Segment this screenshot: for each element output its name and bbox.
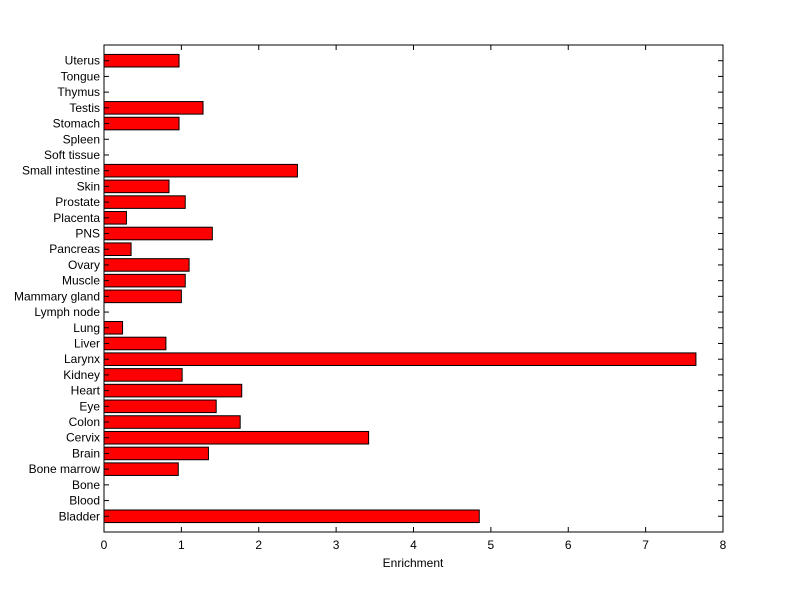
y-tick-label: Lung — [73, 321, 100, 335]
y-tick-label: Muscle — [62, 274, 100, 288]
bar-pns — [103, 226, 213, 241]
y-tick-label: Lymph node — [34, 305, 100, 319]
bar-cervix — [103, 430, 370, 445]
bar-bone-marrow — [103, 462, 179, 476]
y-tick-label: Placenta — [53, 211, 100, 225]
y-tick-label: Bone marrow — [29, 462, 101, 476]
y-tick-label: Tongue — [61, 69, 101, 83]
axes-frame — [103, 44, 724, 533]
y-tick-label: Eye — [79, 399, 100, 413]
y-tick-label: Mammary gland — [14, 289, 100, 303]
ticks-group — [103, 45, 724, 532]
x-tick-label: 8 — [720, 538, 727, 552]
y-tick-label: Prostate — [55, 195, 100, 209]
y-tick-label: PNS — [75, 227, 100, 241]
bar-larynx — [103, 352, 697, 366]
y-tick-label: Bone — [72, 478, 100, 492]
y-tick-label: Uterus — [65, 54, 100, 68]
bar-ovary — [103, 258, 190, 272]
x-tick-label: 0 — [101, 538, 108, 552]
x-axis-label: Enrichment — [383, 556, 444, 570]
y-tick-label: Spleen — [63, 132, 100, 146]
x-tick-label: 1 — [178, 538, 185, 552]
y-tick-label: Thymus — [57, 85, 100, 99]
bar-muscle — [103, 273, 186, 288]
y-tick-label: Cervix — [66, 431, 100, 445]
y-tick-label: Heart — [71, 384, 101, 398]
bar-uterus — [103, 53, 180, 68]
x-tick-label: 7 — [642, 538, 649, 552]
bar-kidney — [103, 368, 183, 382]
x-tick-label: 5 — [488, 538, 495, 552]
bar-small-intestine — [103, 163, 298, 178]
x-tick-label: 6 — [565, 538, 572, 552]
x-tick-label: 3 — [333, 538, 340, 552]
y-tick-label: Larynx — [64, 352, 100, 366]
bar-colon — [103, 415, 241, 429]
y-tick-label: Soft tissue — [44, 148, 100, 162]
y-tick-label: Colon — [69, 415, 100, 429]
bar-skin — [103, 179, 170, 194]
bar-brain — [103, 446, 209, 461]
x-tick-label: 2 — [255, 538, 262, 552]
bar-mammary-gland — [103, 289, 182, 304]
y-tick-label: Bladder — [59, 509, 100, 523]
y-tick-label: Liver — [74, 336, 100, 350]
y-tick-label: Blood — [69, 494, 100, 508]
bar-bladder — [103, 509, 480, 524]
bar-stomach — [103, 116, 180, 131]
bar-liver — [103, 336, 167, 351]
x-tick-label: 4 — [410, 538, 417, 552]
bar-eye — [103, 399, 217, 414]
y-tick-label: Brain — [72, 446, 100, 460]
bar-testis — [103, 101, 204, 115]
y-tick-label: Small intestine — [22, 164, 100, 178]
y-tick-label: Stomach — [53, 117, 100, 131]
y-tick-label: Kidney — [63, 368, 100, 382]
x-tick-labels: 0 1 2 3 4 5 6 7 8 — [101, 538, 727, 552]
y-tick-label: Ovary — [68, 258, 100, 272]
y-tick-label: Pancreas — [49, 242, 100, 256]
y-tick-label: Skin — [77, 179, 100, 193]
y-tick-label: Testis — [69, 101, 100, 115]
bar-prostate — [103, 195, 186, 209]
bar-heart — [103, 383, 243, 398]
